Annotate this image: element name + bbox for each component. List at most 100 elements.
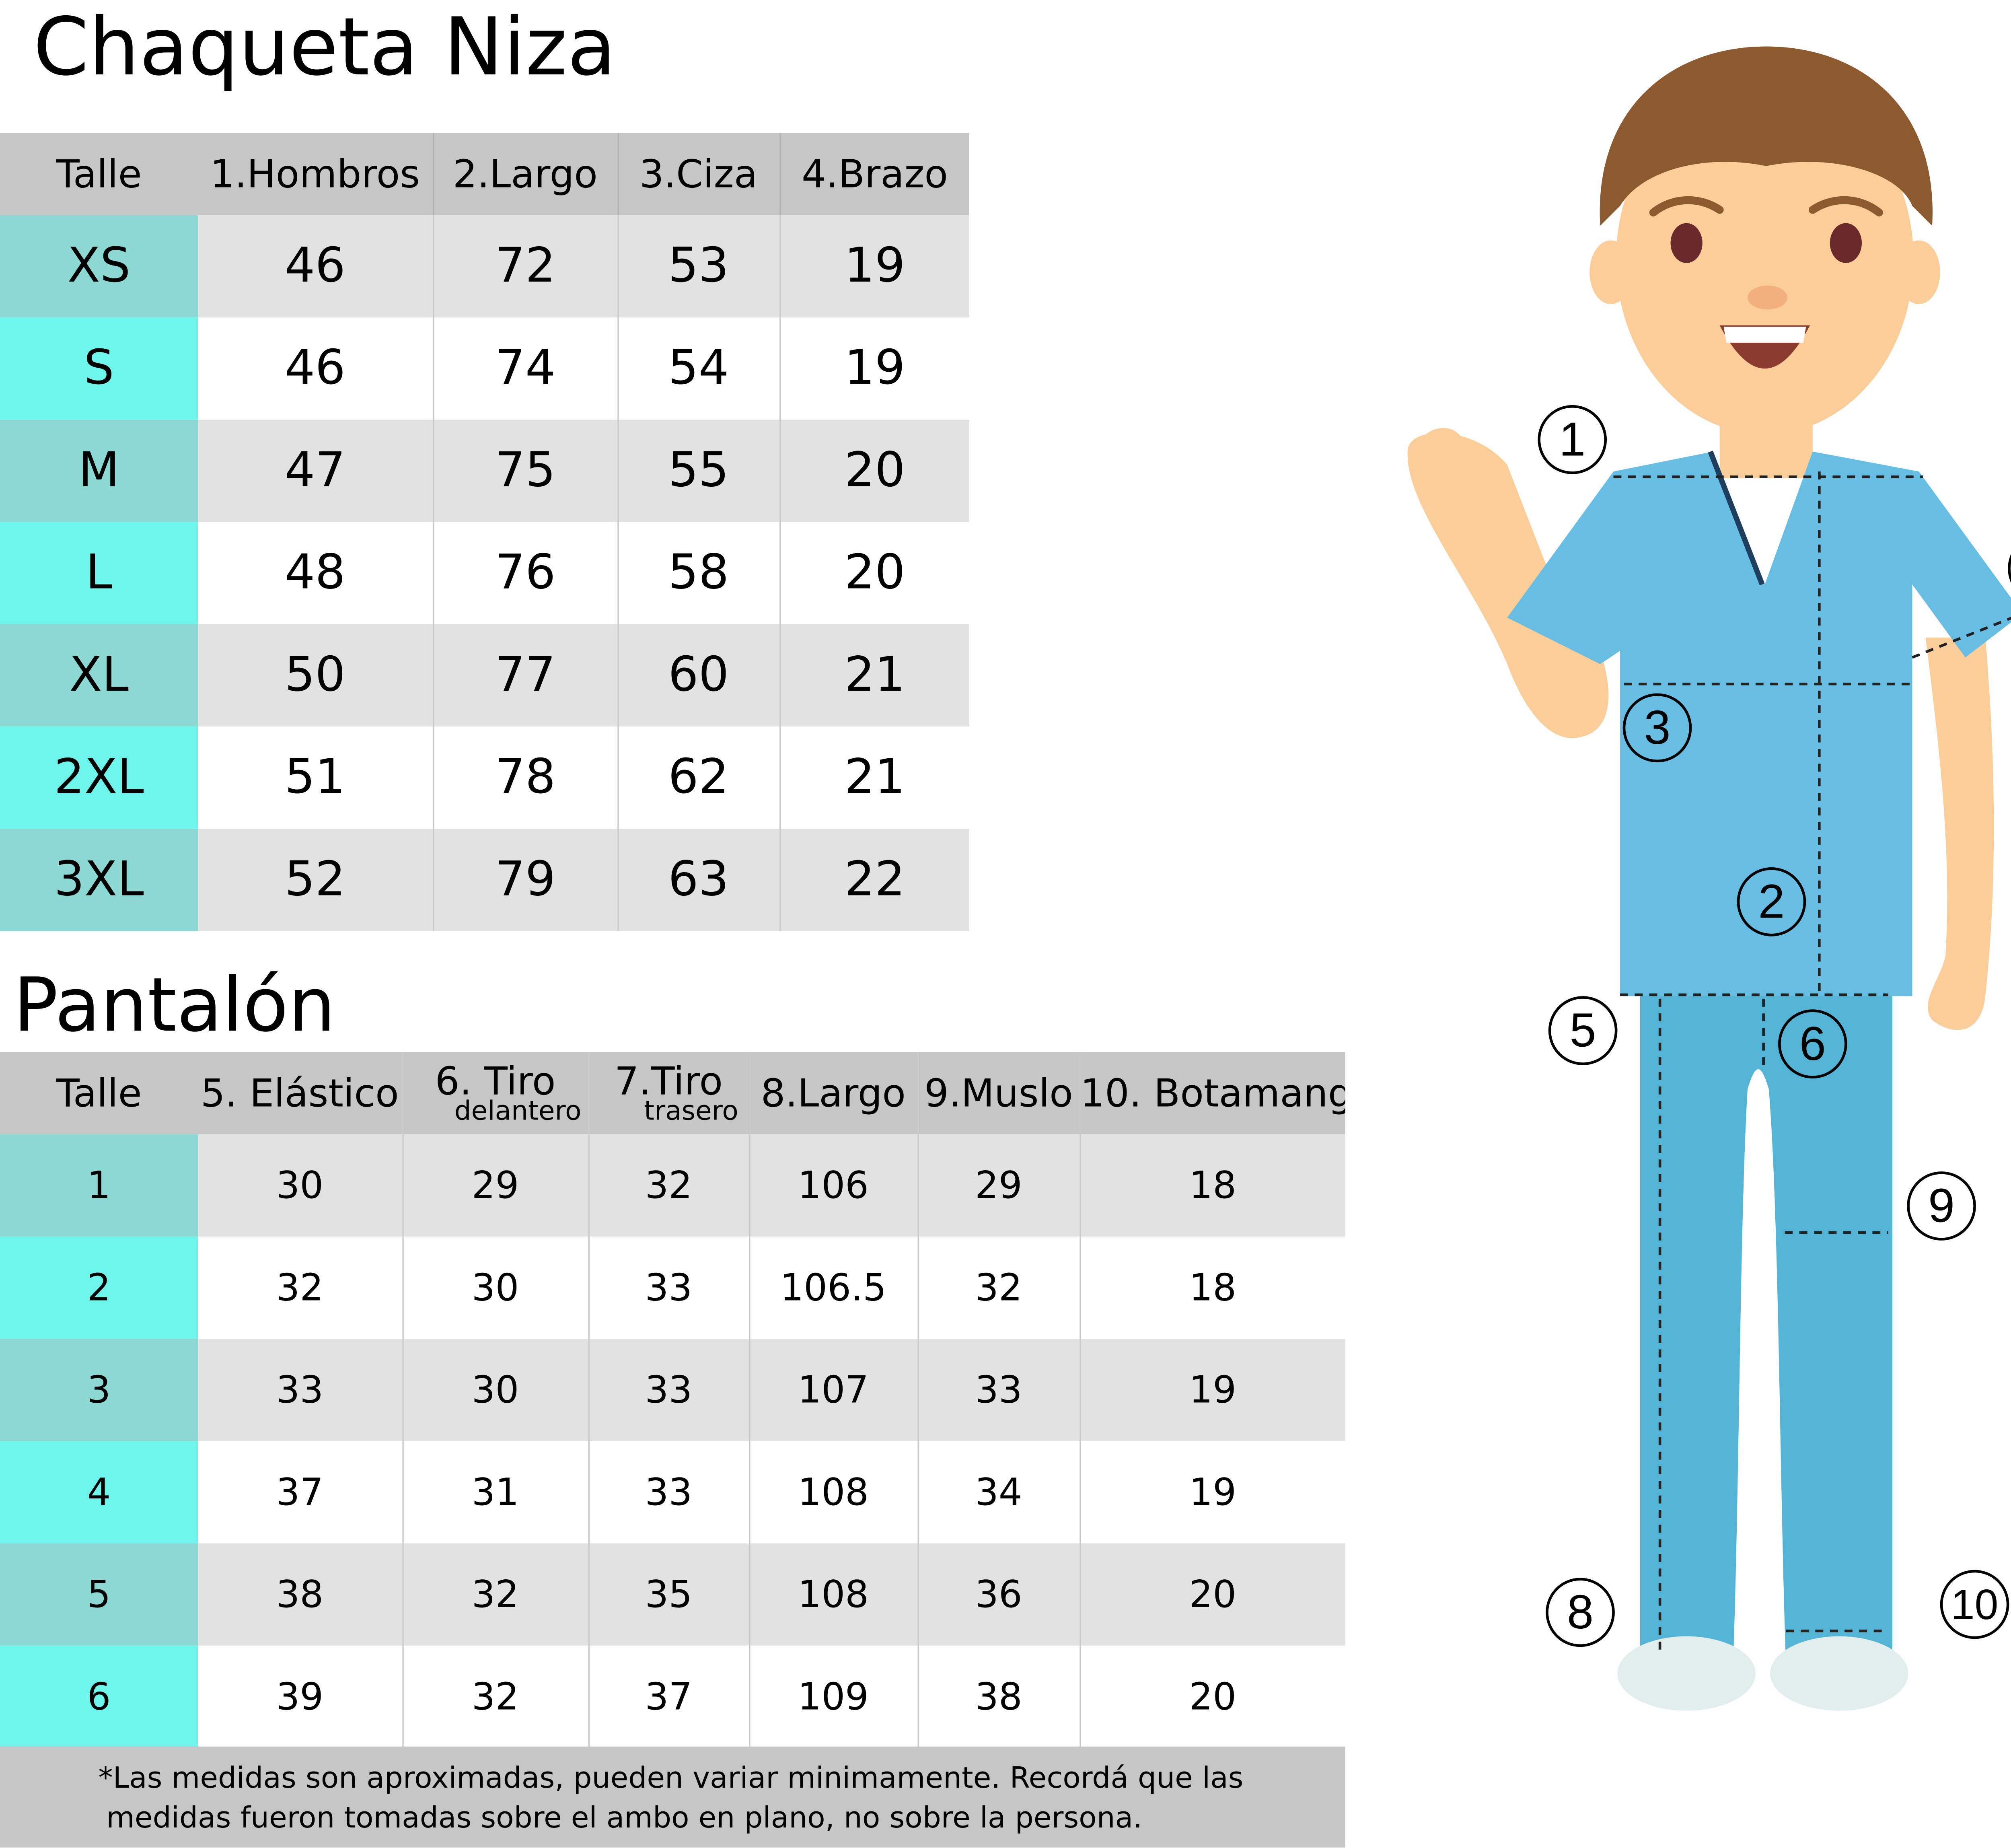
value-cell: 62 [617, 726, 780, 829]
header-label: 10. Botamanga [1080, 1070, 1345, 1116]
value-cell: 63 [617, 829, 780, 931]
value-cell: 106 [748, 1134, 918, 1237]
size-cell: 1 [0, 1134, 198, 1237]
header-label: 5. Elástico [200, 1070, 399, 1116]
pants-header-cell: 10. Botamanga [1079, 1052, 1345, 1134]
value-cell: 30 [197, 1134, 403, 1237]
header-label: 6. Tiro [435, 1058, 556, 1104]
size-cell: XS [0, 215, 198, 318]
value-cell: 74 [432, 317, 618, 420]
value-cell: 34 [917, 1441, 1080, 1543]
value-cell: 32 [917, 1236, 1080, 1339]
value-cell: 75 [432, 420, 618, 522]
table-row: XL 50 77 60 21 [0, 624, 970, 727]
value-cell: 58 [617, 522, 780, 624]
size-cell: M [0, 420, 198, 522]
value-cell: 33 [917, 1339, 1080, 1441]
value-cell: 32 [197, 1236, 403, 1339]
header-sublabel: delantero [454, 1094, 582, 1126]
value-cell: 18 [1079, 1134, 1345, 1237]
value-cell: 21 [779, 624, 970, 727]
doctor-illustration [1407, 46, 2011, 1711]
value-cell: 20 [1079, 1543, 1345, 1646]
marker-9: 9 [1907, 1171, 1976, 1241]
header-brazo: 4.Brazo [779, 133, 970, 215]
table-row: L 48 76 58 20 [0, 522, 970, 624]
value-cell: 22 [779, 829, 970, 931]
value-cell: 33 [197, 1339, 403, 1441]
value-cell: 33 [588, 1339, 749, 1441]
size-cell: 4 [0, 1441, 198, 1543]
size-cell: S [0, 317, 198, 420]
size-cell: XL [0, 624, 198, 727]
header-label: Talle [56, 1070, 142, 1116]
value-cell: 37 [197, 1441, 403, 1543]
value-cell: 29 [917, 1134, 1080, 1237]
value-cell: 46 [197, 317, 433, 420]
value-cell: 20 [1079, 1645, 1345, 1748]
table-row: 6 39 32 37 109 38 20 [0, 1645, 1345, 1748]
value-cell: 32 [401, 1543, 588, 1646]
value-cell: 30 [401, 1236, 588, 1339]
size-cell: 5 [0, 1543, 198, 1646]
value-cell: 52 [197, 829, 433, 931]
value-cell: 33 [588, 1441, 749, 1543]
table-header-row: Talle 5. Elástico 6. Tiro delantero 7.Tiro tr… [0, 1052, 1345, 1134]
value-cell: 106.5 [748, 1236, 918, 1339]
value-cell: 76 [432, 522, 618, 624]
value-cell: 20 [779, 522, 970, 624]
size-cell: 3 [0, 1339, 198, 1441]
value-cell: 51 [197, 726, 433, 829]
header-hombros: 1.Hombros [197, 133, 433, 215]
note-line-1: *Las medidas son aproximadas, pueden var… [98, 1762, 1244, 1796]
measurement-figure: 1 2 3 4 5 6 8 9 10 [1381, 27, 2011, 1740]
jacket-title: Chaqueta Niza [33, 1, 616, 95]
table-row: 1 30 29 32 106 29 18 [0, 1134, 1345, 1237]
value-cell: 55 [617, 420, 780, 522]
size-cell: 3XL [0, 829, 198, 931]
value-cell: 48 [197, 522, 433, 624]
value-cell: 19 [779, 317, 970, 420]
marker-2: 2 [1737, 867, 1806, 936]
table-row: 5 38 32 35 108 36 20 [0, 1543, 1345, 1646]
value-cell: 54 [617, 317, 780, 420]
size-cell: 2XL [0, 726, 198, 829]
header-label: 7.Tiro [614, 1058, 723, 1104]
size-cell: 6 [0, 1645, 198, 1748]
pants-title: Pantalón [13, 963, 336, 1050]
value-cell: 108 [748, 1441, 918, 1543]
marker-10: 10 [1940, 1570, 2009, 1639]
marker-5: 5 [1548, 996, 1618, 1065]
note-line-2: medidas fueron tomadas sobre el ambo en … [106, 1802, 1143, 1836]
value-cell: 19 [1079, 1339, 1345, 1441]
value-cell: 32 [401, 1645, 588, 1748]
value-cell: 107 [748, 1339, 918, 1441]
pants-header-cell: 5. Elástico [197, 1052, 403, 1134]
size-cell: 2 [0, 1236, 198, 1339]
value-cell: 78 [432, 726, 618, 829]
value-cell: 18 [1079, 1236, 1345, 1339]
header-talle: Talle [0, 133, 198, 215]
pants-header-cell: 9.Muslo [917, 1052, 1080, 1134]
value-cell: 19 [1079, 1441, 1345, 1543]
value-cell: 32 [588, 1134, 749, 1237]
value-cell: 53 [617, 215, 780, 318]
table-row: 3XL 52 79 63 22 [0, 829, 970, 931]
value-cell: 39 [197, 1645, 403, 1748]
value-cell: 29 [401, 1134, 588, 1237]
table-row: 4 37 31 33 108 34 19 [0, 1441, 1345, 1543]
marker-1: 1 [1538, 405, 1607, 474]
pants-header-cell: 6. Tiro delantero [401, 1052, 588, 1134]
value-cell: 35 [588, 1543, 749, 1646]
header-label: 8.Largo [761, 1070, 906, 1116]
jacket-size-table: Talle 1.Hombros 2.Largo 3.Ciza 4.Brazo X… [0, 133, 970, 931]
table-row: 2XL 51 78 62 21 [0, 726, 970, 829]
value-cell: 31 [401, 1441, 588, 1543]
value-cell: 20 [779, 420, 970, 522]
value-cell: 21 [779, 726, 970, 829]
value-cell: 72 [432, 215, 618, 318]
value-cell: 19 [779, 215, 970, 318]
table-row: XS 46 72 53 19 [0, 215, 970, 318]
marker-6: 6 [1778, 1009, 1847, 1078]
